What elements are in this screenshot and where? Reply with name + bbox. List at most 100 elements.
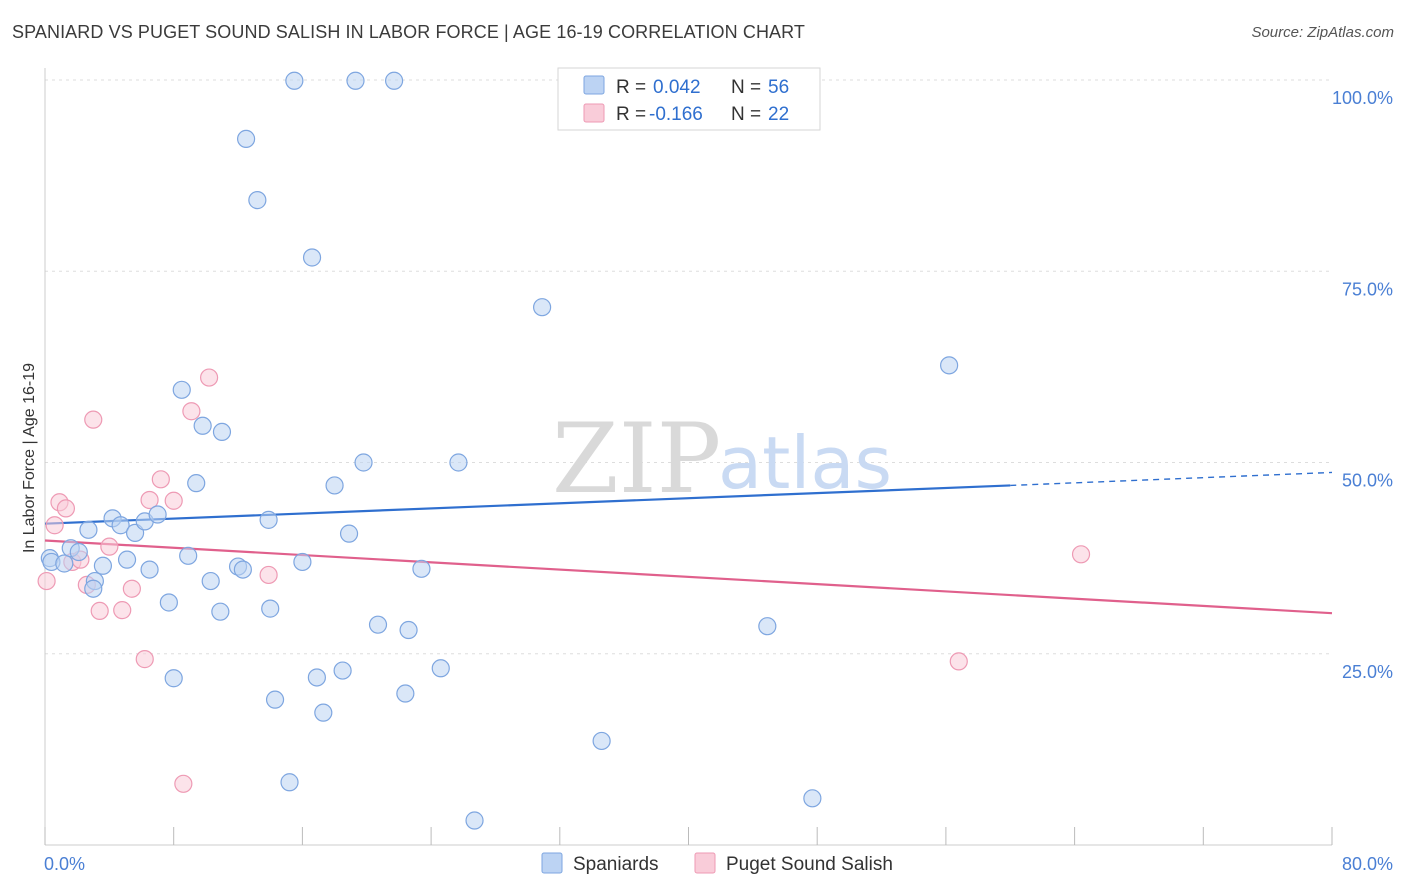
trend-line-spaniards <box>44 484 1011 525</box>
data-point-spaniards <box>117 550 137 569</box>
legend-r-value: 0.042 <box>653 77 701 98</box>
data-point-puget <box>140 490 159 510</box>
data-point-puget <box>182 402 201 421</box>
trend-line-spaniards-extension <box>1010 471 1333 487</box>
data-point-puget <box>1071 545 1091 564</box>
data-point-spaniards <box>233 560 252 579</box>
data-point-puget <box>84 410 103 429</box>
data-point-puget <box>199 368 219 387</box>
data-point-puget <box>100 537 119 556</box>
data-point-spaniards <box>79 520 98 539</box>
watermark-zip: ZIP <box>552 403 721 515</box>
data-point-puget <box>45 516 64 535</box>
data-point-puget <box>174 774 193 793</box>
data-point-spaniards <box>339 524 359 543</box>
chart-title: SPANIARD VS PUGET SOUND SALISH IN LABOR … <box>12 22 806 42</box>
data-point-puget <box>135 650 154 669</box>
data-point-spaniards <box>368 615 388 634</box>
data-point-spaniards <box>159 593 178 612</box>
series-legend: Spaniards Puget Sound Salish <box>541 852 893 875</box>
y-axis-label: In Labor Force | Age 16-19 <box>21 363 38 553</box>
data-point-puget <box>56 499 76 518</box>
data-point-spaniards <box>325 476 344 495</box>
source-credit: Source: ZipAtlas.com <box>1251 24 1394 41</box>
data-point-spaniards <box>187 474 206 493</box>
data-point-spaniards <box>346 71 365 90</box>
data-point-puget <box>113 601 132 620</box>
legend-label-puget: Puget Sound Salish <box>726 854 893 875</box>
legend-n-value: 56 <box>768 77 789 98</box>
data-point-spaniards <box>261 599 280 618</box>
data-point-spaniards <box>803 789 822 808</box>
data-point-spaniards <box>465 811 484 830</box>
data-point-puget <box>164 491 183 510</box>
legend-swatch-spaniards <box>541 852 563 874</box>
data-point-spaniards <box>140 560 159 579</box>
watermark-atlas: atlas <box>718 421 892 505</box>
legend-r-label: R = <box>616 104 646 125</box>
trend-lines <box>44 471 1333 615</box>
data-point-spaniards <box>940 356 959 375</box>
data-point-spaniards <box>285 71 304 90</box>
data-point-spaniards <box>84 579 103 598</box>
data-point-puget <box>259 565 278 585</box>
data-point-spaniards <box>148 505 167 524</box>
data-point-spaniards <box>248 191 267 210</box>
data-point-spaniards <box>384 71 404 90</box>
data-point-spaniards <box>280 773 299 792</box>
legend-n-value: 22 <box>768 104 789 125</box>
data-point-spaniards <box>164 669 183 688</box>
data-point-spaniards <box>396 684 415 703</box>
data-point-spaniards <box>212 422 232 441</box>
trend-line-puget <box>44 539 1333 615</box>
data-point-spaniards <box>302 248 322 267</box>
data-point-spaniards <box>333 661 352 680</box>
data-point-puget <box>151 470 170 489</box>
y-tick-label: 100.0% <box>1332 88 1393 108</box>
data-point-spaniards <box>259 510 278 529</box>
grid-lines <box>45 79 1332 655</box>
data-point-spaniards <box>314 703 333 722</box>
data-point-puget <box>37 571 56 591</box>
legend-r-value: -0.166 <box>649 104 703 125</box>
data-point-puget <box>949 652 968 671</box>
legend-n-label: N = <box>731 77 761 98</box>
data-point-spaniards <box>431 659 450 678</box>
data-point-spaniards <box>93 556 113 575</box>
data-point-spaniards <box>354 453 373 472</box>
data-point-spaniards <box>265 690 285 709</box>
data-point-spaniards <box>307 668 326 687</box>
y-tick-label: 25.0% <box>1342 662 1393 682</box>
y-tick-label: 50.0% <box>1342 471 1393 491</box>
data-point-spaniards <box>55 554 74 573</box>
legend-r-label: R = <box>616 77 646 98</box>
data-point-spaniards <box>758 617 777 636</box>
data-points <box>37 71 1091 830</box>
data-point-spaniards <box>179 546 198 565</box>
legend-swatch-spaniards <box>583 75 605 95</box>
data-point-spaniards <box>172 380 191 399</box>
legend-n-label: N = <box>731 104 761 125</box>
data-point-spaniards <box>193 416 212 435</box>
axes <box>44 68 1333 846</box>
watermark: ZIP atlas <box>552 403 892 515</box>
y-tick-label: 75.0% <box>1342 279 1393 299</box>
x-tick-label: 80.0% <box>1342 854 1393 874</box>
data-point-spaniards <box>236 129 256 149</box>
data-point-spaniards <box>111 516 130 535</box>
data-point-spaniards <box>69 542 88 562</box>
stats-legend: R = 0.042 N = 56 R = -0.166 N = 22 <box>557 67 821 131</box>
legend-swatch-puget <box>583 103 605 123</box>
data-point-spaniards <box>533 298 552 317</box>
data-point-spaniards <box>293 552 312 572</box>
data-point-puget <box>90 601 109 621</box>
data-point-spaniards <box>399 620 418 640</box>
data-point-spaniards <box>592 731 611 751</box>
legend-label-spaniards: Spaniards <box>573 854 659 875</box>
tick-labels: 25.0% 50.0% 75.0% 100.0% 0.0% 80.0% <box>44 88 1393 874</box>
data-point-spaniards <box>201 571 220 591</box>
data-point-spaniards <box>412 559 431 578</box>
x-tick-label: 0.0% <box>44 854 85 874</box>
legend-swatch-puget <box>694 852 716 874</box>
